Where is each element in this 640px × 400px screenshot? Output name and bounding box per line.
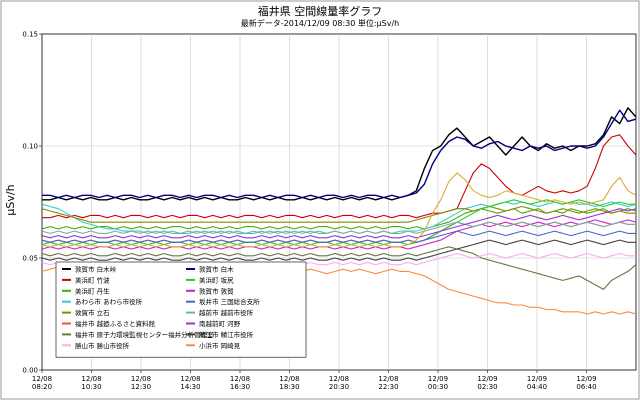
x-tick-date: 12/08	[378, 375, 398, 383]
series-line	[41, 205, 636, 223]
x-tick-date: 12/09	[527, 375, 547, 383]
x-tick-time: 14:30	[180, 383, 200, 391]
y-tick-label: 0.10	[22, 143, 38, 151]
series-line	[41, 246, 637, 290]
series-line	[41, 239, 636, 261]
x-tick-time: 06:40	[576, 383, 596, 391]
x-tick-date: 12/09	[477, 375, 497, 383]
legend-box	[55, 261, 307, 358]
series-line	[42, 134, 637, 219]
y-axis-ticks: 0.00 0.05 0.10 0.15	[22, 31, 42, 375]
legend-label: 小浜市 岡崎見	[199, 341, 241, 350]
x-tick-date: 12/09	[428, 375, 448, 383]
series-line	[41, 219, 637, 250]
x-tick-date: 12/08	[230, 375, 250, 383]
legend-label: 美浜町 坂尻	[199, 275, 234, 284]
legend-label: 越前市 越前市役所	[199, 308, 254, 317]
legend-label: 坂井市 三国総合支所	[199, 297, 260, 306]
x-tick-time: 18:30	[279, 383, 299, 391]
x-tick-date: 12/08	[131, 375, 151, 383]
x-tick-date: 12/08	[32, 375, 52, 383]
legend-label: 福井市 原子力環境監視センター福井分析管理室	[75, 330, 214, 339]
y-tick-label: 0.05	[22, 255, 38, 263]
x-tick-time: 08:20	[32, 383, 52, 391]
x-tick-time: 10:30	[81, 383, 101, 391]
x-axis-ticks: 12/0808:2012/0810:3012/0812:3012/0814:30…	[32, 370, 597, 391]
series-line	[42, 107, 637, 201]
y-axis-label: μSv/h	[4, 184, 17, 215]
x-tick-time: 22:30	[378, 383, 398, 391]
x-tick-time: 02:30	[477, 383, 497, 391]
series-line	[41, 230, 636, 243]
x-tick-time: 20:30	[329, 383, 349, 391]
legend-label: 鯖江市 鯖江市役所	[199, 330, 254, 339]
chart-title: 福井県 空間線量率グラフ	[258, 4, 383, 18]
legend-label: 敦賀市 白木	[199, 265, 234, 274]
x-tick-time: 00:30	[428, 383, 448, 391]
x-tick-date: 12/09	[576, 375, 596, 383]
series-lines	[41, 107, 637, 315]
legend-label: 美浜町 竹波	[75, 275, 110, 284]
legend-label: 敦賀市 白木峠	[75, 265, 117, 274]
y-tick-label: 0.00	[22, 367, 38, 375]
x-tick-time: 16:30	[230, 383, 250, 391]
series-line	[41, 221, 636, 234]
legend-label: 南越前町 河野	[199, 319, 241, 328]
x-tick-date: 12/08	[180, 375, 200, 383]
legend-label: 美浜町 丹生	[75, 286, 110, 295]
series-line	[41, 199, 636, 246]
series-line	[41, 172, 637, 248]
x-tick-time: 12:30	[131, 383, 151, 391]
legend-label: 敦賀市 敦賀	[199, 286, 234, 295]
x-tick-time: 04:40	[527, 383, 547, 391]
x-tick-date: 12/08	[279, 375, 299, 383]
legend-label: あわら市 あわら市役所	[75, 297, 143, 306]
series-line	[42, 109, 637, 199]
y-tick-label: 0.15	[22, 31, 38, 39]
legend-label: 福井市 越廼ふるさと資料館	[75, 319, 156, 328]
x-tick-date: 12/08	[81, 375, 101, 383]
series-line	[41, 208, 637, 230]
legend-label: 敦賀市 立石	[75, 308, 110, 317]
chart-subtitle: 最新データ-2014/12/09 08:30 単位:μSv/h	[241, 18, 400, 28]
x-tick-date: 12/08	[329, 375, 349, 383]
series-line	[41, 208, 637, 239]
legend-label: 勝山市 勝山市役所	[75, 341, 130, 350]
